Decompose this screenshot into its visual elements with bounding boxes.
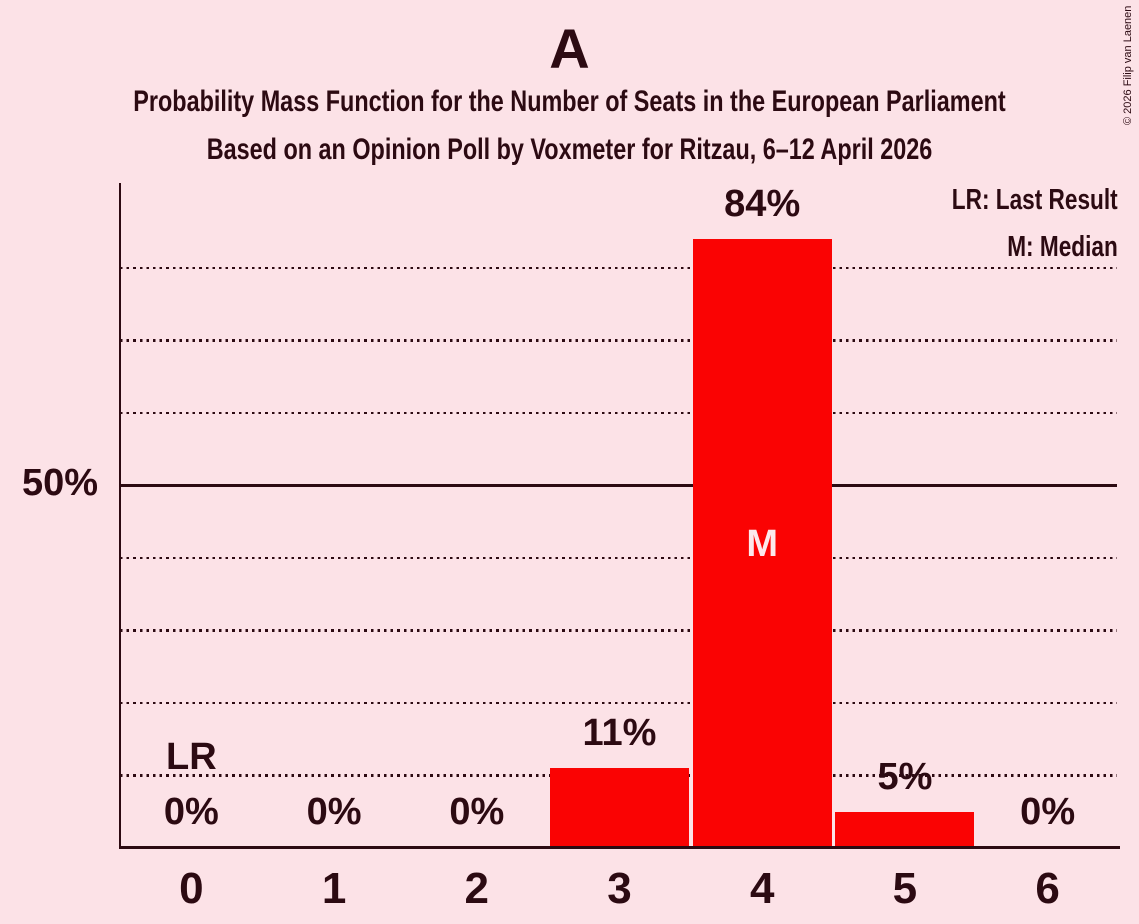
bar-seat-3 <box>550 768 689 848</box>
value-label-seat-2: 0% <box>449 791 505 833</box>
value-label-seat-4: 84% <box>724 183 801 225</box>
x-axis-line <box>118 846 1120 849</box>
legend-last-result: LR: Last Result <box>952 184 1118 216</box>
x-tick-seat-0: 0 <box>179 864 204 913</box>
value-label-seat-6: 0% <box>1020 791 1076 833</box>
x-tick-seat-3: 3 <box>607 864 632 913</box>
gridline-80pct <box>120 266 1117 270</box>
y-axis-line <box>118 183 122 849</box>
value-label-seat-3: 11% <box>582 712 657 755</box>
gridline-30pct <box>120 629 1117 632</box>
legend-median: M: Median <box>1007 231 1118 263</box>
chart-subtitle-line2: Based on an Opinion Poll by Voxmeter for… <box>206 133 933 166</box>
value-label-seat-1: 0% <box>306 791 362 833</box>
copyright-notice: © 2026 Filip van Laenen <box>1122 5 1134 125</box>
gridline-40pct <box>120 556 1117 560</box>
gridline-50pct-solid <box>120 484 1117 487</box>
bar-seat-4 <box>692 239 832 848</box>
gridline-70pct <box>120 339 1117 342</box>
x-tick-seat-4: 4 <box>749 864 775 913</box>
chart-title: A <box>549 17 590 80</box>
chart-subtitle-line1: Probability Mass Function for the Number… <box>133 85 1006 118</box>
last-result-annotation: LR <box>166 736 217 778</box>
median-annotation: M <box>746 523 779 565</box>
bar-seat-5 <box>835 811 975 848</box>
y-axis-tick-label-50: 50% <box>21 462 98 504</box>
value-label-seat-5: 5% <box>877 755 933 798</box>
gridline-20pct <box>120 701 1117 705</box>
x-tick-seat-2: 2 <box>464 864 490 913</box>
gridline-60pct <box>120 411 1117 415</box>
x-tick-seat-5: 5 <box>892 864 918 913</box>
x-tick-seat-1: 1 <box>321 864 347 913</box>
x-tick-seat-6: 6 <box>1035 864 1060 913</box>
value-label-seat-0: 0% <box>163 791 219 833</box>
